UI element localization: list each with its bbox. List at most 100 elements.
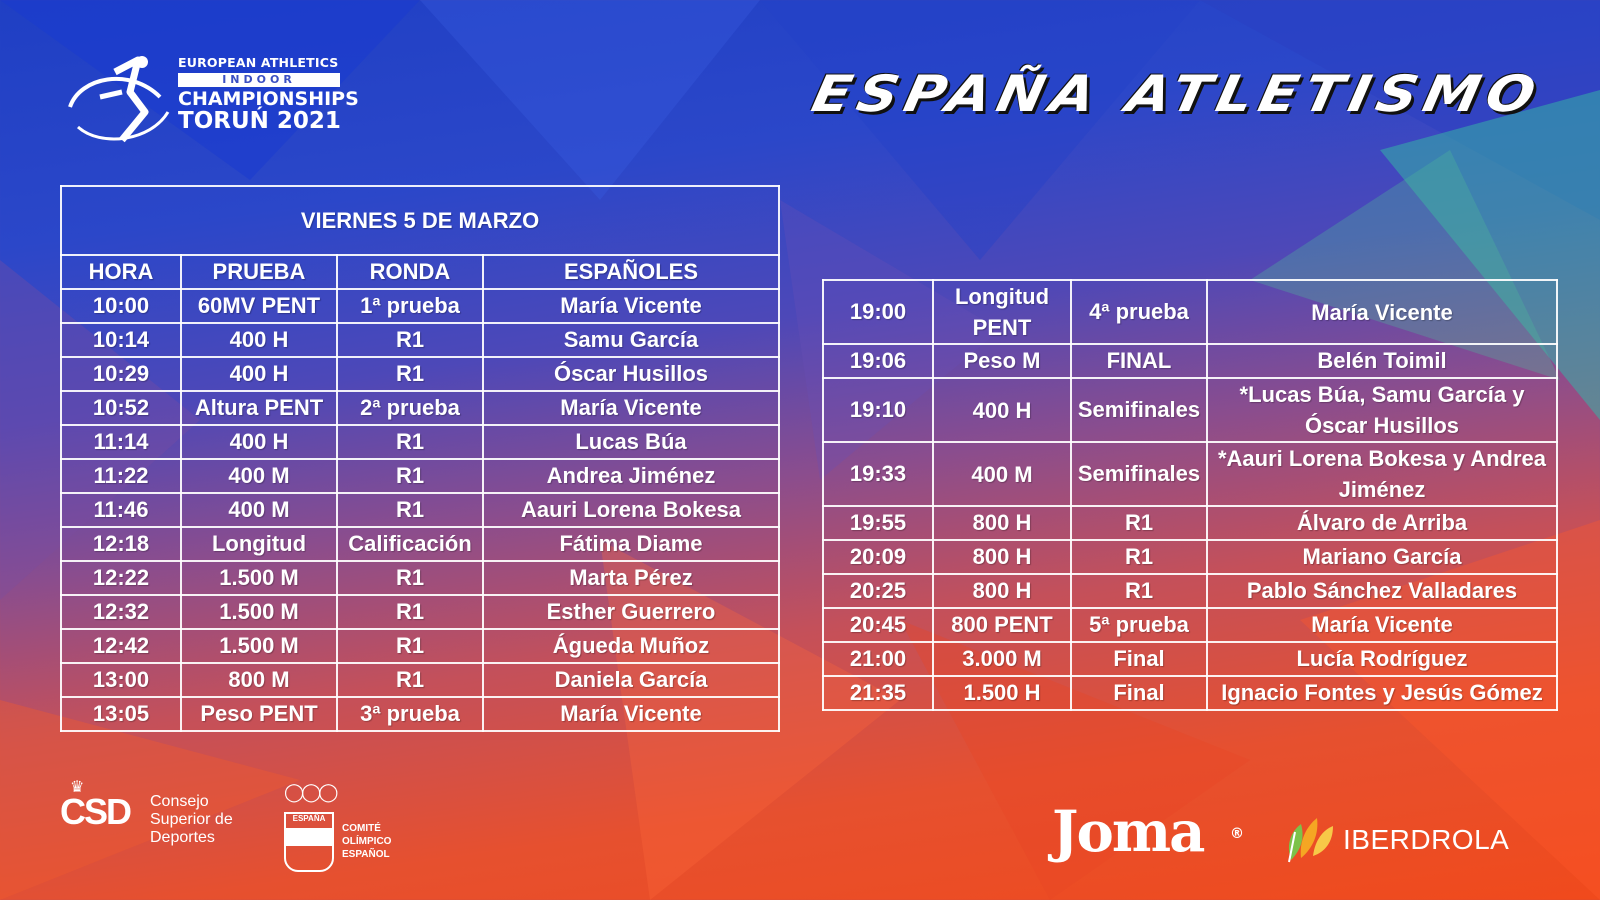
csd-text-line: Superior de — [150, 811, 233, 828]
column-header-hora: HORA — [60, 254, 182, 290]
cell-prueba: 1.500 M — [180, 560, 338, 596]
table-row: 10:29 400 H R1 Óscar Husillos — [60, 356, 780, 392]
cell-prueba: Longitud PENT — [932, 279, 1072, 345]
cell-ronda: Final — [1070, 641, 1208, 677]
cell-prueba: 1.500 M — [180, 594, 338, 630]
cell-espanoles: Belén Toimil — [1206, 343, 1558, 379]
cell-prueba: 60MV PENT — [180, 288, 338, 324]
cell-ronda: 3ª prueba — [336, 696, 484, 732]
table-row: 12:22 1.500 M R1 Marta Pérez — [60, 560, 780, 596]
cell-espanoles: Daniela García — [482, 662, 780, 698]
crown-icon: ♛ — [70, 777, 85, 796]
cell-ronda: Final — [1070, 675, 1208, 711]
event-championships-label: CHAMPIONSHIPS — [178, 88, 359, 110]
iberdrola-logo: IBERDROLA — [1283, 812, 1513, 868]
cell-ronda: R1 — [336, 458, 484, 494]
cell-prueba: Altura PENT — [180, 390, 338, 426]
cell-hora: 10:00 — [60, 288, 182, 324]
table-row: 10:14 400 H R1 Samu García — [60, 322, 780, 358]
table-row: 11:14 400 H R1 Lucas Búa — [60, 424, 780, 460]
cell-ronda: Semifinales — [1070, 441, 1208, 507]
espana-atletismo-title: ESPAÑA ATLETISMO — [806, 65, 1548, 123]
cell-prueba: 400 M — [180, 458, 338, 494]
cell-ronda: R1 — [1070, 573, 1208, 609]
cell-espanoles: Lucía Rodríguez — [1206, 641, 1558, 677]
cell-prueba: Longitud — [180, 526, 338, 562]
cell-ronda: FINAL — [1070, 343, 1208, 379]
csd-logo: ♛ CSD Consejo Superior de Deportes — [60, 777, 250, 873]
table-row: 13:00 800 M R1 Daniela García — [60, 662, 780, 698]
cell-prueba: 1.500 M — [180, 628, 338, 664]
cell-espanoles: Águeda Muñoz — [482, 628, 780, 664]
coe-text-line: OLÍMPICO — [342, 836, 392, 847]
cell-hora: 12:22 — [60, 560, 182, 596]
cell-prueba: 400 H — [932, 377, 1072, 443]
cell-ronda: 5ª prueba — [1070, 607, 1208, 643]
event-org-name: EUROPEAN ATHLETICS — [178, 55, 339, 70]
cell-prueba: 800 H — [932, 505, 1072, 541]
cell-prueba: 400 H — [180, 424, 338, 460]
joma-logo: Joma ® — [1052, 799, 1244, 870]
table-row: 20:25 800 H R1 Pablo Sánchez Valladares — [822, 573, 1558, 609]
cell-hora: 19:33 — [822, 441, 934, 507]
table-row: 10:52 Altura PENT 2ª prueba María Vicente — [60, 390, 780, 426]
cell-ronda: R1 — [336, 322, 484, 358]
table-row: 21:00 3.000 M Final Lucía Rodríguez — [822, 641, 1558, 677]
cell-hora: 12:18 — [60, 526, 182, 562]
table-row: 21:35 1.500 H Final Ignacio Fontes y Jesús … — [822, 675, 1558, 711]
cell-ronda: Calificación — [336, 526, 484, 562]
cell-ronda: Semifinales — [1070, 377, 1208, 443]
cell-hora: 12:42 — [60, 628, 182, 664]
cell-prueba: 800 M — [180, 662, 338, 698]
column-header-prueba: PRUEBA — [180, 254, 338, 290]
coe-shield-label: ESPAÑA — [292, 814, 326, 823]
cell-hora: 20:09 — [822, 539, 934, 575]
cell-prueba: 800 H — [932, 539, 1072, 575]
cell-prueba: 800 PENT — [932, 607, 1072, 643]
cell-ronda: R1 — [336, 356, 484, 392]
coe-logo: ◯◯◯ ESPAÑA COMITÉ OLÍMPICO ESPAÑOL — [282, 782, 402, 872]
cell-espanoles: Aauri Lorena Bokesa — [482, 492, 780, 528]
cell-hora: 19:06 — [822, 343, 934, 379]
cell-espanoles: *Aauri Lorena Bokesa y Andrea Jiménez — [1206, 441, 1558, 507]
cell-prueba: 1.500 H — [932, 675, 1072, 711]
event-city-year: TORUŃ 2021 — [178, 108, 341, 134]
cell-prueba: 800 H — [932, 573, 1072, 609]
csd-text-line: Deportes — [150, 829, 215, 846]
cell-hora: 10:29 — [60, 356, 182, 392]
cell-hora: 10:14 — [60, 322, 182, 358]
table-row: 19:00 Longitud PENT 4ª prueba María Vicente — [822, 279, 1558, 345]
evening-schedule-table: 19:00 Longitud PENT 4ª prueba María Vicente… — [822, 279, 1558, 711]
cell-ronda: R1 — [1070, 539, 1208, 575]
cell-hora: 19:10 — [822, 377, 934, 443]
cell-hora: 12:32 — [60, 594, 182, 630]
cell-espanoles: *Lucas Búa, Samu García y Óscar Husillos — [1206, 377, 1558, 443]
cell-prueba: 400 M — [932, 441, 1072, 507]
iberdrola-leaf-icon — [1288, 818, 1333, 863]
cell-hora: 21:00 — [822, 641, 934, 677]
cell-hora: 10:52 — [60, 390, 182, 426]
table-row: 12:42 1.500 M R1 Águeda Muñoz — [60, 628, 780, 664]
table-row: 11:22 400 M R1 Andrea Jiménez — [60, 458, 780, 494]
cell-hora: 13:05 — [60, 696, 182, 732]
cell-espanoles: Óscar Husillos — [482, 356, 780, 392]
cell-ronda: R1 — [336, 662, 484, 698]
cell-espanoles: Álvaro de Arriba — [1206, 505, 1558, 541]
cell-espanoles: María Vicente — [482, 696, 780, 732]
cell-espanoles: María Vicente — [1206, 279, 1558, 345]
cell-espanoles: Marta Pérez — [482, 560, 780, 596]
friday-schedule-table: VIERNES 5 DE MARZO HORA PRUEBA RONDA ESP… — [60, 185, 780, 732]
cell-espanoles: Andrea Jiménez — [482, 458, 780, 494]
table-row: 13:05 Peso PENT 3ª prueba María Vicente — [60, 696, 780, 732]
joma-wordmark: Joma — [1052, 799, 1205, 865]
table-row: 19:06 Peso M FINAL Belén Toimil — [822, 343, 1558, 379]
table-row: 11:46 400 M R1 Aauri Lorena Bokesa — [60, 492, 780, 528]
cell-hora: 21:35 — [822, 675, 934, 711]
cell-hora: 19:55 — [822, 505, 934, 541]
cell-hora: 11:14 — [60, 424, 182, 460]
coe-shield-icon: ESPAÑA — [284, 812, 334, 872]
cell-prueba: 400 H — [180, 356, 338, 392]
csd-mark: CSD — [60, 791, 132, 832]
european-athletics-logo: EUROPEAN ATHLETICS INDOOR CHAMPIONSHIPS … — [60, 52, 360, 152]
cell-espanoles: Ignacio Fontes y Jesús Gómez — [1206, 675, 1558, 711]
